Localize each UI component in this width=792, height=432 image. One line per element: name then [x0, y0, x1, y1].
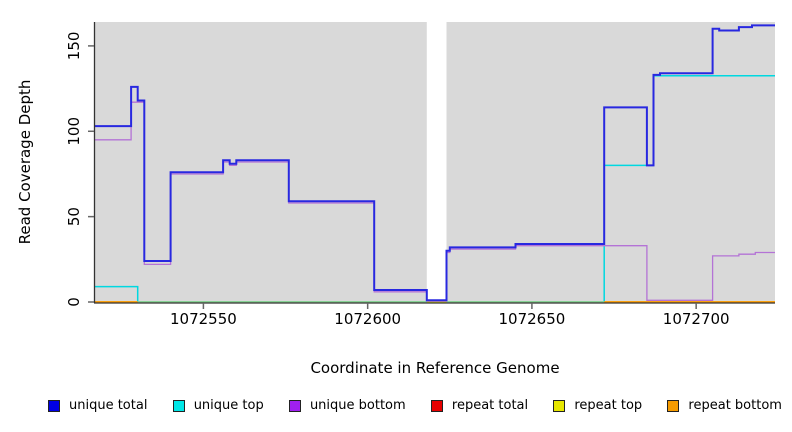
legend-label: repeat bottom — [688, 398, 782, 413]
plot-canvas: 0 50 100 150 1072550 1072600 1072650 1072700 — [65, 22, 775, 328]
y-axis-title: Read Coverage Depth — [16, 79, 34, 245]
legend-item-repeat-bottom: repeat bottom — [667, 398, 782, 413]
x-tick-label: 1072550 — [170, 310, 237, 328]
legend-swatch-icon — [553, 399, 566, 412]
y-tick-label: 150 — [65, 32, 83, 61]
legend-item-repeat-total: repeat total — [430, 398, 529, 413]
legend: unique total unique top unique bottom repea… — [48, 398, 782, 413]
legend-label: unique bottom — [309, 398, 406, 413]
legend-item-unique-bottom: unique bottom — [288, 398, 406, 413]
legend-label: repeat total — [451, 398, 529, 413]
x-axis-title: Coordinate in Reference Genome — [310, 359, 560, 377]
y-tick-label: 50 — [65, 207, 83, 226]
legend-item-unique-top: unique top — [172, 398, 264, 413]
series-unique-total — [95, 24, 775, 302]
legend-swatch-icon — [430, 399, 443, 412]
legend-item-unique-total: unique total — [48, 398, 147, 413]
legend-swatch-icon — [288, 399, 301, 412]
legend-item-repeat-top: repeat top — [553, 398, 642, 413]
legend-swatch-icon — [667, 399, 680, 412]
y-tick-label: 100 — [65, 117, 83, 146]
legend-label: unique top — [193, 398, 264, 413]
legend-swatch-icon — [172, 399, 185, 412]
legend-label: unique total — [69, 398, 148, 413]
y-tick-label: 0 — [65, 297, 83, 307]
x-tick-label: 1072650 — [498, 310, 565, 328]
no-data-gap-band — [426, 22, 447, 302]
x-tick-label: 1072700 — [663, 310, 730, 328]
legend-swatch-icon — [48, 399, 60, 412]
legend-label: repeat top — [574, 398, 643, 413]
x-tick-label: 1072600 — [334, 310, 401, 328]
